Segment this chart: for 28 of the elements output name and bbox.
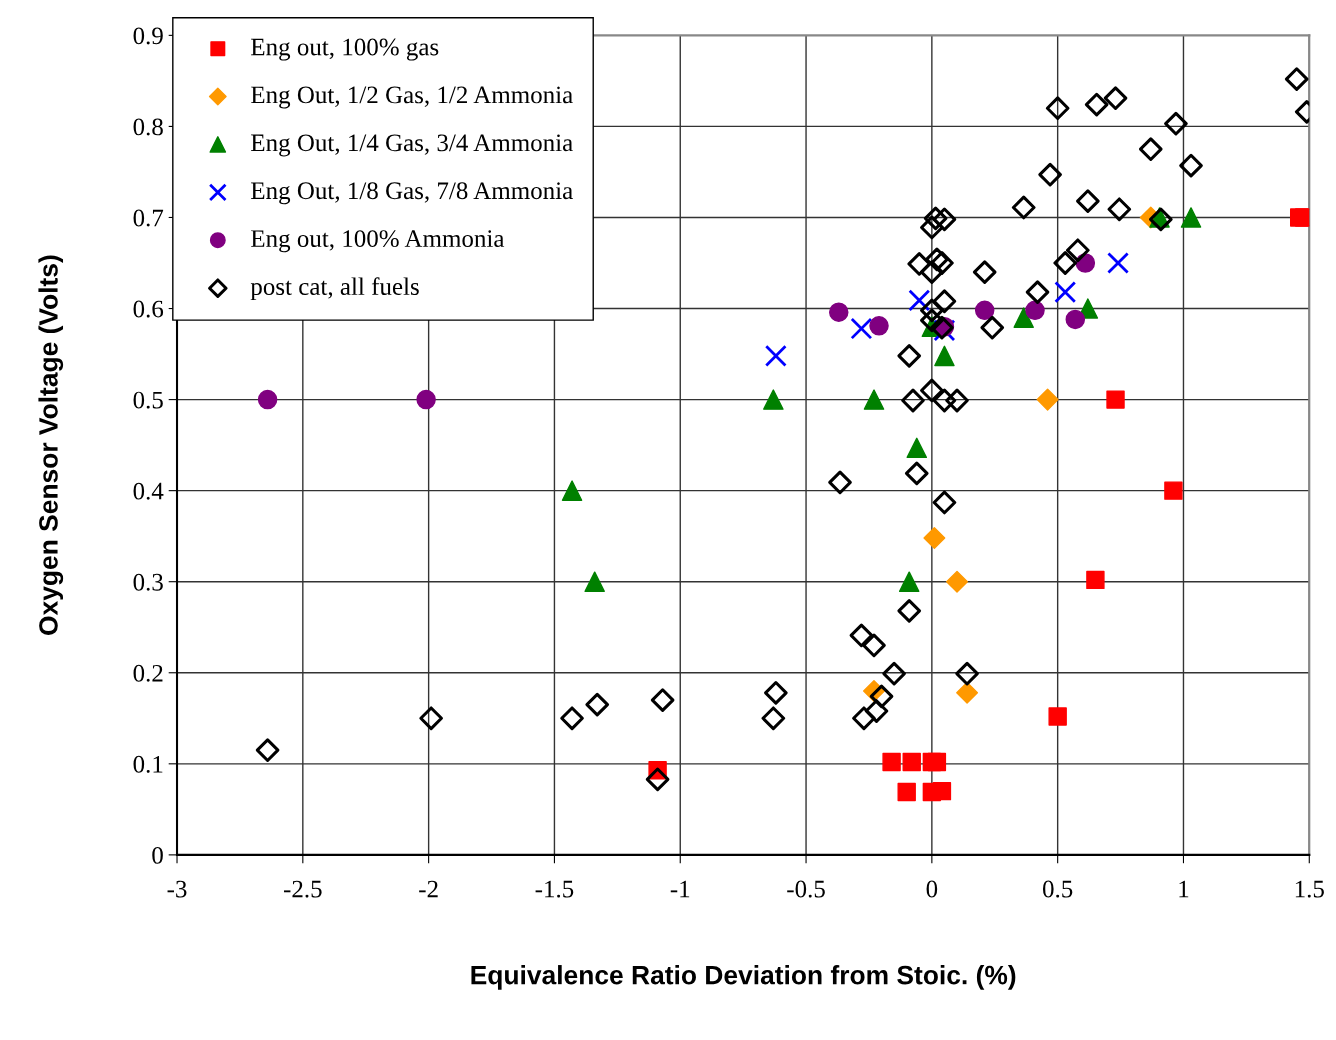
y-tick-label: 0.9 [133, 27, 163, 45]
x-tick-label: -2 [419, 880, 438, 898]
x-axis-title: Equivalence Ratio Deviation from Stoic. (%) [471, 965, 1016, 990]
y-tick-label: 0.6 [133, 300, 164, 318]
legend-label: post cat, all fuels [250, 277, 419, 301]
legend-label: Eng Out, 1/4 Gas, 3/4 Ammonia [251, 134, 573, 157]
y-tick-label: 0.3 [133, 573, 163, 591]
legend-label: Eng Out, 1/2 Gas, 1/2 Ammonia [251, 86, 573, 109]
y-tick-label: 0.5 [133, 391, 163, 409]
x-tick-label: 0 [926, 880, 938, 898]
legend-label: Eng Out, 1/8 Gas, 7/8 Ammonia [251, 182, 573, 205]
y-tick-label: 0.8 [133, 118, 163, 136]
y-axis-title: Oxygen Sensor Voltage (Volts) [38, 255, 64, 635]
y-tick-label: 0.4 [133, 482, 164, 500]
y-tick-label: 0 [152, 846, 163, 864]
x-tick-label: -2.5 [283, 880, 322, 898]
y-tick-label: 0.1 [133, 755, 163, 773]
x-tick-label: -1.5 [535, 880, 574, 898]
x-tick-label: -3 [167, 880, 187, 898]
y-tick-label: 0.7 [133, 209, 164, 227]
legend-label: Eng out, 100% Ammonia [251, 230, 505, 253]
x-tick-label: -0.5 [787, 880, 825, 898]
x-tick-label: 1 [1179, 880, 1189, 898]
x-tick-label: -1 [670, 880, 690, 898]
y-tick-label: 0.2 [133, 664, 163, 682]
x-tick-label: 0.5 [1042, 880, 1073, 898]
legend-label: Eng out, 100% gas [251, 38, 439, 61]
x-tick-label: 1.5 [1295, 880, 1324, 898]
